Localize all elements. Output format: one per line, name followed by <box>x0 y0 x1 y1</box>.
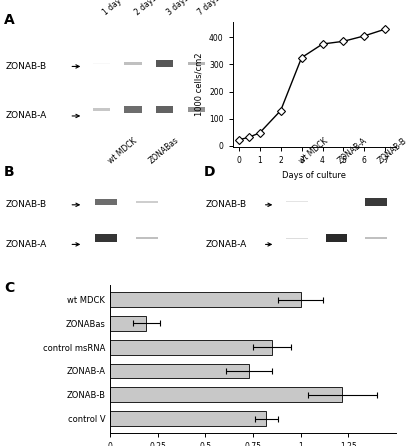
Text: ZONAB-A: ZONAB-A <box>337 136 369 165</box>
Text: wt MDCK: wt MDCK <box>297 136 329 165</box>
Bar <box>135 201 158 203</box>
Text: 1 day: 1 day <box>102 0 124 17</box>
Bar <box>124 106 142 113</box>
Bar <box>95 235 118 242</box>
Text: wt MDCK: wt MDCK <box>106 136 138 165</box>
Text: B: B <box>4 165 15 179</box>
Text: ZONAB-A: ZONAB-A <box>206 240 247 249</box>
Text: ZONAB-B: ZONAB-B <box>6 200 47 209</box>
X-axis label: Days of culture: Days of culture <box>282 171 346 180</box>
Bar <box>110 340 272 355</box>
Bar <box>188 107 205 112</box>
Bar <box>156 106 173 113</box>
Bar <box>110 388 342 402</box>
Bar <box>93 108 110 111</box>
Text: ZONABas: ZONABas <box>147 136 180 165</box>
Text: A: A <box>4 13 15 27</box>
Text: 2 days: 2 days <box>133 0 158 17</box>
Bar <box>124 62 142 65</box>
Bar <box>110 363 249 378</box>
Bar <box>110 292 301 307</box>
Text: 3 days: 3 days <box>165 0 190 17</box>
Bar <box>110 316 146 330</box>
Text: 7 days: 7 days <box>196 0 222 17</box>
Text: C: C <box>4 281 14 295</box>
Bar <box>286 238 308 239</box>
Bar <box>135 237 158 240</box>
Bar <box>326 234 348 242</box>
Text: ZONAB-B: ZONAB-B <box>206 200 246 209</box>
Bar <box>365 198 387 206</box>
Bar <box>95 199 118 205</box>
Y-axis label: 1000 cells/cm2: 1000 cells/cm2 <box>194 53 203 116</box>
Text: ZONAB-A: ZONAB-A <box>6 240 47 249</box>
Text: D: D <box>204 165 215 179</box>
Bar <box>365 237 387 240</box>
Bar <box>188 62 205 65</box>
Bar <box>156 59 173 67</box>
Text: ZONAB-A: ZONAB-A <box>6 112 47 120</box>
Text: ZONAB-B: ZONAB-B <box>376 136 408 165</box>
Text: ZONAB-B: ZONAB-B <box>6 62 47 71</box>
Bar <box>110 411 266 426</box>
Bar <box>286 201 308 202</box>
